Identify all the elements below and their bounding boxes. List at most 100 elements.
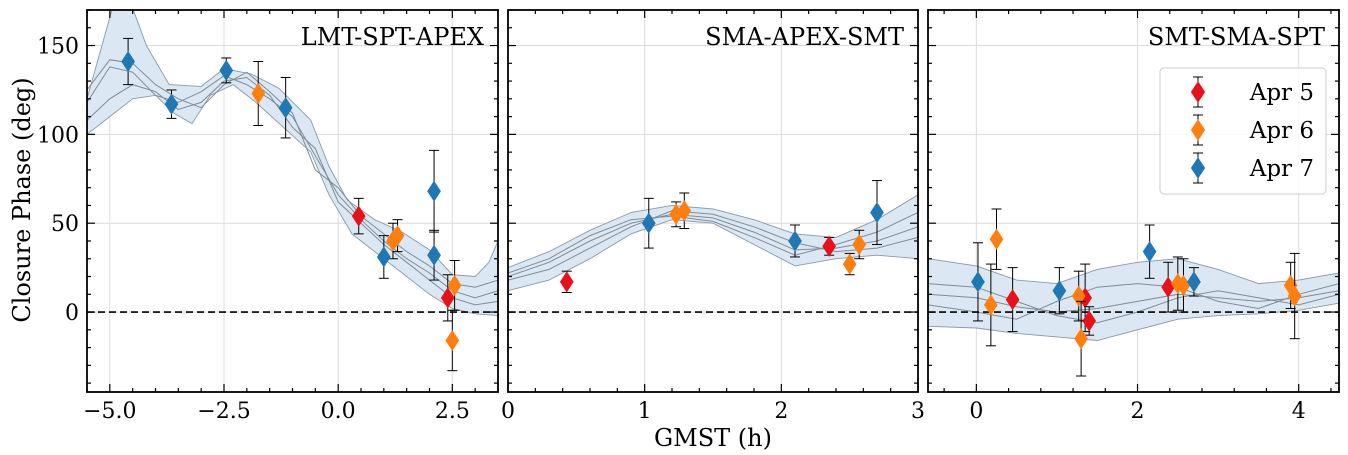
y-tick-label: 50 — [51, 212, 79, 237]
sample-curve — [87, 66, 498, 299]
marker — [677, 200, 692, 222]
marker — [822, 235, 837, 257]
marker — [559, 271, 574, 293]
data-point-apr-6 — [447, 260, 462, 311]
data-point-apr-7 — [1142, 224, 1157, 279]
legend-label: Apr 5 — [1249, 80, 1314, 106]
data-point-apr-6 — [852, 229, 867, 260]
x-tick-label: 3 — [911, 399, 925, 424]
data-point-apr-7 — [870, 180, 884, 246]
marker — [852, 233, 867, 256]
legend-item: Apr 7 — [1190, 152, 1314, 184]
marker — [984, 294, 998, 316]
panel-title: SMT-SMA-SPT — [1148, 23, 1325, 51]
sample-curve — [87, 59, 498, 288]
marker — [641, 212, 656, 234]
data-point-apr-7 — [971, 242, 985, 322]
data-point-apr-7 — [427, 229, 441, 281]
marker — [351, 205, 366, 227]
legend-item: Apr 6 — [1190, 114, 1314, 146]
marker — [447, 274, 462, 296]
data-point-apr-6 — [984, 263, 998, 347]
marker — [445, 329, 460, 352]
marker — [1142, 241, 1157, 263]
x-tick-label: 4 — [1292, 399, 1306, 424]
marker — [1074, 328, 1088, 350]
data-point-apr-6 — [1287, 252, 1302, 340]
uncertainty-band — [928, 258, 1339, 341]
x-tick-label: 2.5 — [435, 399, 470, 424]
x-tick-label: 1 — [638, 399, 652, 424]
marker — [440, 287, 455, 309]
legend-marker — [1190, 119, 1206, 141]
data-point-apr-6 — [251, 61, 266, 126]
x-tick-label: −2.5 — [197, 399, 250, 424]
x-tick-label: 2 — [1131, 399, 1145, 424]
data-point-apr-6 — [1074, 300, 1088, 377]
panel-title: SMA-APEX-SMT — [705, 23, 904, 51]
marker — [788, 230, 802, 252]
x-tick-label: 0 — [969, 399, 983, 424]
sample-curve — [928, 283, 1339, 320]
data-point-apr-6 — [445, 309, 460, 372]
data-point-apr-5 — [440, 274, 455, 322]
marker — [164, 93, 179, 115]
panel-frame — [507, 9, 919, 393]
marker — [842, 253, 857, 275]
x-tick-label: 0.0 — [321, 399, 356, 424]
sample-curve — [508, 213, 918, 277]
panel-title: LMT-SPT-APEX — [301, 23, 484, 51]
data-point-apr-7 — [427, 149, 441, 233]
data-point-apr-5 — [351, 197, 366, 235]
panel-3: 0 2 4 SMT-SMA-SPT — [927, 9, 1340, 424]
marker — [376, 246, 391, 268]
legend-marker — [1190, 81, 1206, 103]
marker — [971, 271, 985, 293]
marker — [427, 244, 441, 266]
y-tick-label: 100 — [37, 123, 79, 148]
marker — [1052, 280, 1067, 302]
marker — [1287, 285, 1302, 307]
data-point-apr-6 — [1176, 258, 1191, 313]
plot-area — [928, 10, 1339, 392]
marker — [1005, 289, 1020, 311]
marker — [427, 180, 441, 202]
y-tick-label: 0 — [65, 301, 79, 326]
data-point-apr-5 — [1082, 306, 1097, 336]
x-tick-label: −5.0 — [83, 399, 136, 424]
data-point-apr-5 — [1005, 267, 1020, 333]
data-point-apr-7 — [164, 89, 179, 119]
legend-label: Apr 7 — [1249, 156, 1314, 182]
data-point-apr-7 — [788, 224, 802, 258]
data-point-apr-7 — [1187, 267, 1201, 297]
y-tick-label: 150 — [37, 35, 79, 60]
marker — [278, 97, 293, 119]
marker — [251, 82, 266, 105]
y-axis-title: Closure Phase (deg) — [8, 77, 36, 322]
data-point-apr-5 — [822, 235, 837, 257]
panel-2: 0 1 2 3 SMA-APEX-SMT — [501, 9, 925, 424]
data-point-apr-6 — [1071, 270, 1086, 322]
marker — [989, 228, 1004, 250]
sample-curve — [508, 210, 918, 281]
marker — [1082, 310, 1097, 332]
legend-item: Apr 5 — [1190, 76, 1314, 108]
panel-frame — [927, 9, 1340, 393]
data-point-apr-7 — [376, 235, 391, 279]
marker — [1187, 271, 1201, 293]
legend: Apr 5 Apr 6 Apr 7 — [1159, 67, 1327, 195]
marker — [1071, 285, 1086, 307]
legend-marker — [1190, 157, 1206, 179]
sample-curve — [508, 212, 918, 274]
data-point-apr-5 — [559, 270, 574, 294]
data-point-apr-6 — [842, 252, 857, 276]
plot-area — [87, 10, 498, 392]
panel-1: −5.0 −2.5 0.0 2.5 0 50 100 150 LMT-SPT-APEX — [37, 9, 499, 424]
x-tick-label: 2 — [774, 399, 788, 424]
data-point-apr-7 — [641, 197, 656, 249]
data-point-apr-6 — [989, 208, 1004, 270]
x-tick-label: 0 — [501, 399, 515, 424]
marker — [870, 201, 884, 224]
data-point-apr-7 — [219, 57, 234, 84]
